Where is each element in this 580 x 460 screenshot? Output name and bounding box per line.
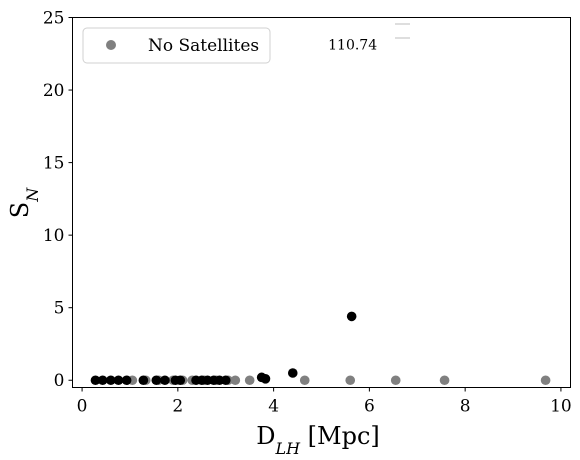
data-point-series-1 bbox=[175, 375, 186, 386]
data-point-series-1 bbox=[113, 375, 124, 386]
data-point-series-0 bbox=[299, 375, 310, 386]
data-point-series-1 bbox=[138, 375, 149, 386]
markers-layer bbox=[90, 311, 551, 386]
data-point-series-1 bbox=[160, 375, 170, 386]
data-point-series-0 bbox=[540, 375, 551, 386]
annotation-label: 110.74 bbox=[328, 37, 377, 53]
data-point-series-1 bbox=[90, 375, 101, 386]
x-tick-label: 4 bbox=[268, 397, 279, 417]
data-point-series-1 bbox=[97, 375, 108, 386]
data-point-series-0 bbox=[390, 375, 401, 386]
ticks-layer: 0 2 4 6 8 10 0 5 10 15 20 25 bbox=[43, 9, 572, 417]
x-tick-label: 0 bbox=[77, 397, 88, 417]
x-tick-label: 2 bbox=[172, 397, 183, 417]
legend-marker bbox=[106, 40, 116, 50]
annotation: 110.74 bbox=[328, 23, 410, 53]
data-point-series-1 bbox=[121, 375, 132, 386]
data-point-series-0 bbox=[230, 375, 241, 386]
x-tick-label: 8 bbox=[460, 397, 471, 417]
y-tick-label: 0 bbox=[54, 371, 65, 391]
data-point-series-0 bbox=[345, 375, 356, 386]
plot-area bbox=[72, 17, 571, 388]
y-tick-label: 20 bbox=[43, 81, 65, 101]
x-tick-label: 10 bbox=[550, 397, 572, 417]
legend-box bbox=[82, 27, 271, 64]
data-point-series-0 bbox=[439, 375, 450, 386]
x-tick-label: 6 bbox=[364, 397, 375, 417]
y-tick-label: 15 bbox=[43, 154, 65, 174]
data-point-series-1 bbox=[220, 375, 231, 386]
y-tick-label: 5 bbox=[54, 299, 65, 319]
data-point-series-0 bbox=[244, 375, 255, 386]
data-point-series-1 bbox=[346, 311, 357, 322]
x-axis-title: DLH [Mpc] bbox=[256, 422, 380, 458]
data-point-series-1 bbox=[106, 375, 116, 386]
data-point-series-1 bbox=[287, 368, 298, 378]
data-point-series-1 bbox=[260, 373, 271, 384]
legend: No Satellites bbox=[82, 27, 271, 64]
y-tick-label: 10 bbox=[43, 226, 65, 246]
y-axis-title: SN bbox=[6, 187, 42, 218]
data-point-series-1 bbox=[151, 375, 162, 386]
y-tick-label: 25 bbox=[43, 9, 65, 29]
legend-label: No Satellites bbox=[148, 36, 259, 56]
